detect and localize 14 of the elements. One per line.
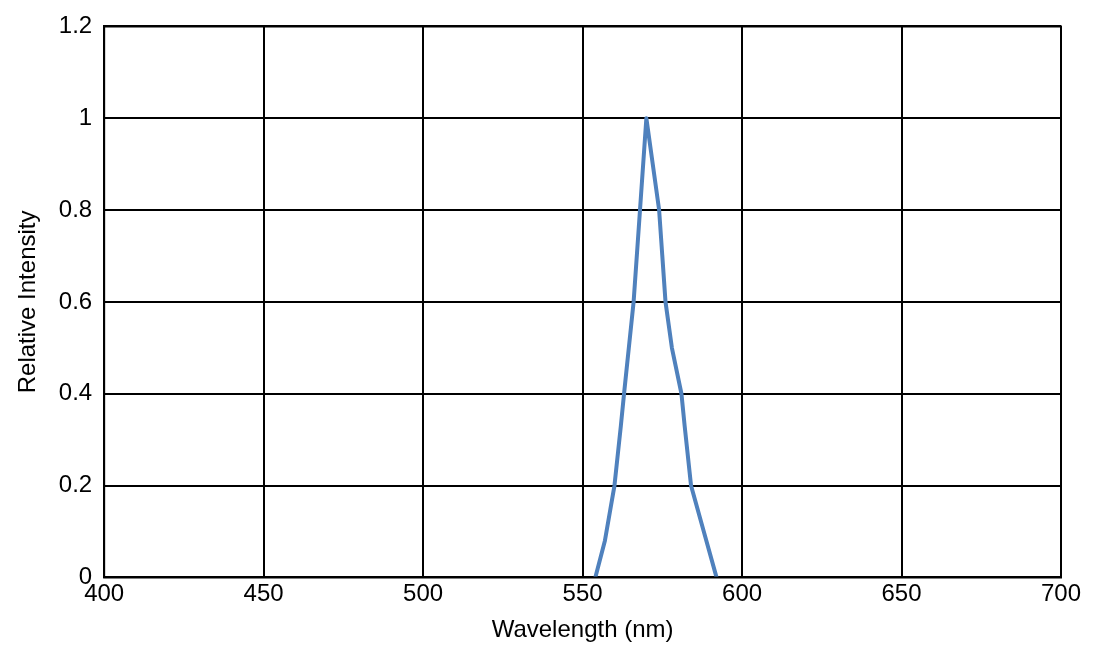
y-tick-label: 0.6 bbox=[58, 286, 93, 314]
y-tick-label: 1 bbox=[78, 102, 93, 130]
y-tick-label: 0.8 bbox=[58, 194, 93, 222]
x-tick-label: 450 bbox=[243, 579, 284, 607]
y-tick-label: 1.2 bbox=[58, 11, 93, 39]
x-tick-label: 500 bbox=[403, 579, 444, 607]
x-axis-title: Wavelength (nm) bbox=[491, 615, 674, 643]
y-tick-label: 0.4 bbox=[58, 378, 93, 406]
x-tick-label: 600 bbox=[722, 579, 763, 607]
x-tick-label: 700 bbox=[1040, 579, 1082, 607]
x-tick-label: 550 bbox=[562, 579, 603, 607]
y-tick-label: 0.2 bbox=[58, 470, 93, 498]
x-tick-label: 650 bbox=[881, 579, 922, 607]
y-axis-title: Relative Intensity bbox=[13, 210, 41, 394]
